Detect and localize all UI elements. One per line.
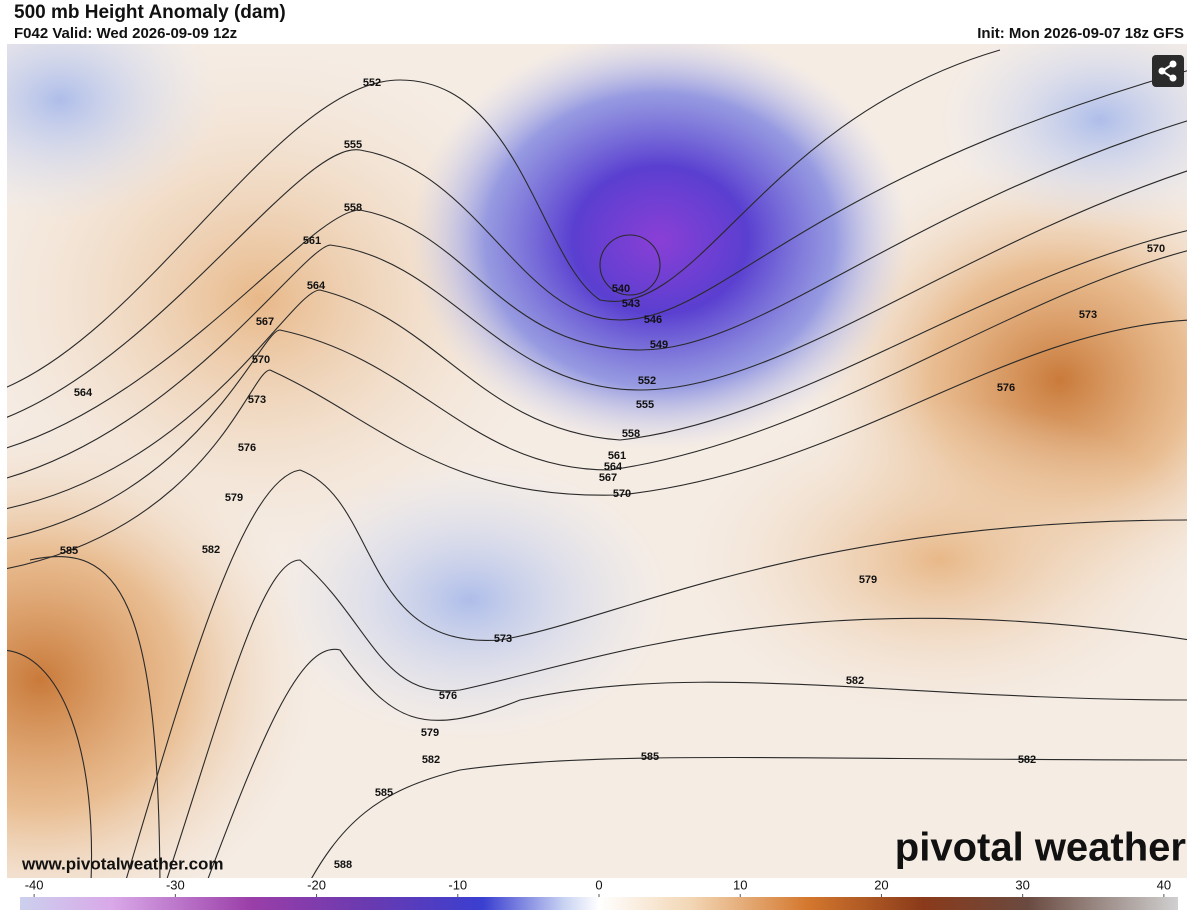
contour-label: 567 [599, 472, 617, 484]
contour-label: 555 [344, 139, 362, 151]
contour-label: 576 [997, 382, 1015, 394]
contour-label: 552 [363, 77, 381, 89]
colorbar-tick-label: 20 [874, 877, 888, 892]
contour-label: 546 [644, 314, 662, 326]
contour-label: 558 [622, 428, 640, 440]
colorbar-tick-label: 0 [595, 877, 602, 892]
contour-label: 561 [303, 235, 321, 247]
contour-label: 579 [421, 727, 439, 739]
colorbar-tick-label: 40 [1157, 877, 1171, 892]
contour-label: 582 [846, 675, 864, 687]
contour-label: 552 [638, 375, 656, 387]
contour-label: 561 [608, 450, 626, 462]
contour-label: 585 [60, 545, 78, 557]
init-time: Init: Mon 2026-09-07 18z GFS [977, 25, 1184, 42]
contour-label: 573 [248, 394, 266, 406]
contour-label: 543 [622, 298, 640, 310]
contour-label: 540 [612, 283, 630, 295]
contour-label: 576 [238, 442, 256, 454]
contour-label: 549 [650, 339, 668, 351]
contour-label: 555 [636, 399, 654, 411]
title: 500 mb Height Anomaly (dam) [14, 2, 286, 23]
contour-label: 570 [1147, 243, 1165, 255]
watermark: www.pivotalweather.com [21, 854, 224, 873]
contour-label: 564 [604, 461, 623, 473]
contour-label: 582 [422, 754, 440, 766]
contour-label: 585 [641, 751, 659, 763]
contour-label: 588 [334, 859, 352, 871]
contour-label: 582 [1018, 754, 1036, 766]
contour-label: 576 [439, 690, 457, 702]
colorbar [20, 897, 1178, 910]
colorbar-tick-label: 30 [1015, 877, 1029, 892]
contour-label: 570 [613, 488, 631, 500]
contour-label: 567 [256, 316, 274, 328]
contour-label: 579 [225, 492, 243, 504]
valid-time: F042 Valid: Wed 2026-09-09 12z [14, 25, 237, 42]
contour-label: 579 [859, 574, 877, 586]
contour-label: 585 [375, 787, 393, 799]
contour-label: 573 [1079, 309, 1097, 321]
contour-label: 582 [202, 544, 220, 556]
contour-label: 564 [307, 280, 326, 292]
colorbar-tick-label: -30 [166, 877, 185, 892]
colorbar-tick-label: 10 [733, 877, 747, 892]
colorbar-tick-label: -10 [448, 877, 467, 892]
contour-label: 564 [74, 387, 93, 399]
brand-logo: pivotal weather [895, 826, 1186, 870]
colorbar-tick-label: -40 [25, 877, 44, 892]
contour-label: 573 [494, 633, 512, 645]
share-button[interactable] [1152, 55, 1184, 87]
colorbar-tick-label: -20 [307, 877, 326, 892]
contour-label: 570 [252, 354, 270, 366]
contour-label: 558 [344, 202, 362, 214]
